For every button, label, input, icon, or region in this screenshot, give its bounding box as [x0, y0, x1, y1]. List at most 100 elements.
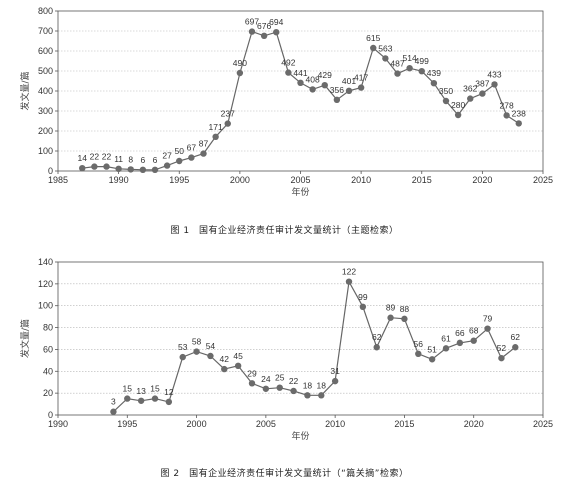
- chart-2-point: [193, 348, 200, 355]
- chart-1-data-label: 171: [209, 122, 223, 132]
- chart-2-point: [401, 315, 408, 323]
- chart-2-point: [290, 387, 297, 395]
- chart-1-point: [103, 163, 110, 170]
- chart-2-data-label: 29: [247, 368, 257, 378]
- chart-1-point: [273, 29, 280, 36]
- chart-1-xtick-label: 1985: [48, 175, 68, 185]
- chart-1-point: [394, 70, 401, 77]
- chart-1-caption: 图 1 国有企业经济责任审计发文量统计（主题检索）: [170, 226, 399, 236]
- chart-2-data-label: 88: [400, 304, 410, 314]
- chart-2-xtick-label: 2000: [187, 419, 207, 429]
- chart-2-point: [512, 344, 519, 351]
- chart-1-ytick-label: 400: [38, 86, 53, 96]
- chart-2-point: [373, 344, 380, 351]
- chart-2-point: [276, 384, 283, 391]
- chart-2-point: [442, 345, 450, 352]
- chart-1-point: [224, 120, 231, 127]
- chart-1-data-label: 350: [439, 86, 453, 96]
- chart-2-point: [456, 339, 464, 347]
- chart-2-xtick-label: 1995: [117, 419, 137, 429]
- chart-1-data-label: 356: [330, 85, 344, 95]
- chart-1-point: [321, 82, 328, 89]
- chart-2-data-label: 51: [427, 344, 437, 354]
- chart-2-point: [179, 353, 186, 361]
- chart-2-point: [165, 398, 173, 406]
- chart-2-data-label: 31: [330, 366, 340, 376]
- chart-2-series-line: [112, 279, 516, 413]
- chart-1-point: [91, 163, 98, 170]
- chart-2-point: [262, 385, 270, 392]
- chart-2-data-label: 3: [111, 397, 116, 407]
- chart-2-point: [415, 350, 422, 357]
- chart-2-ytick-label: 140: [38, 257, 53, 267]
- chart-1-point: [357, 84, 365, 91]
- chart-2-data-label: 62: [511, 332, 521, 342]
- chart-2-data-label: 54: [206, 341, 216, 351]
- chart-2-data-label: 56: [414, 339, 424, 349]
- chart-1-data-label: 87: [199, 139, 209, 149]
- chart-1-point: [176, 157, 183, 165]
- chart-1-ytick-label: 300: [38, 106, 53, 116]
- chart-1-point: [309, 86, 316, 93]
- chart-2-point: [318, 392, 325, 399]
- chart-2-point: [345, 278, 353, 285]
- chart-1-data-label: 514: [403, 53, 417, 63]
- chart-2-data-label: 122: [342, 267, 356, 277]
- chart-1-data-label: 697: [245, 17, 259, 27]
- chart-1-data-label: 11: [114, 154, 123, 164]
- chart-1-data-label: 6: [153, 155, 158, 165]
- chart-2-data-label: 61: [441, 333, 451, 343]
- chart-1-point: [370, 44, 377, 52]
- chart-1-data-label: 433: [487, 69, 501, 79]
- chart-2-point: [331, 377, 339, 385]
- chart-1-data-label: 280: [451, 100, 465, 110]
- chart-2-data-label: 52: [497, 343, 507, 353]
- chart-2-ytick-label: 100: [38, 301, 53, 311]
- chart-1-data-label: 6: [141, 155, 146, 165]
- chart-1-point: [115, 165, 122, 172]
- chart-1-point: [345, 87, 353, 95]
- chart-1-point: [479, 90, 486, 97]
- chart-2-data-label: 89: [386, 303, 396, 313]
- chart-2-data-label: 25: [275, 373, 285, 383]
- chart-2-point: [470, 337, 477, 344]
- chart-2-data-label: 12: [164, 387, 174, 397]
- chart-1-xtick-label: 2000: [230, 175, 250, 185]
- chart-1-point: [467, 95, 474, 102]
- chart-1-xtick-label: 1995: [169, 175, 189, 185]
- chart-1-xtick-label: 2020: [472, 175, 492, 185]
- chart-1-data-label: 67: [187, 143, 197, 153]
- chart-2-point: [248, 380, 256, 387]
- chart-2-ytick-label: 20: [43, 388, 53, 398]
- chart-2-data-label: 58: [192, 337, 202, 347]
- chart-1-data-label: 362: [463, 84, 477, 94]
- chart-2-data-label: 18: [317, 380, 327, 390]
- chart-1-point: [188, 154, 195, 161]
- chart-1-data-label: 8: [128, 154, 133, 164]
- chart-1-point: [236, 69, 244, 77]
- chart-1-point: [212, 133, 219, 140]
- chart-2-point: [359, 303, 367, 311]
- chart-1-xtick-label: 2010: [351, 175, 371, 185]
- chart-2-point: [207, 352, 214, 360]
- chart-2-ytick-label: 40: [43, 366, 53, 376]
- chart-1-ylabel: 发文量/篇: [19, 71, 31, 110]
- chart-1-data-label: 441: [293, 68, 307, 78]
- chart-2-ytick-label: 60: [43, 344, 53, 354]
- chart-2-data-label: 15: [123, 384, 133, 394]
- chart-2-data-label: 45: [233, 351, 243, 361]
- chart-1-ytick-label: 100: [38, 146, 53, 156]
- chart-2-ytick-label: 0: [48, 410, 53, 420]
- chart-1-point: [79, 165, 86, 172]
- chart-1-point: [442, 97, 450, 105]
- chart-2-xtick-label: 2025: [533, 419, 553, 429]
- chart-1-data-label: 14: [78, 153, 88, 163]
- chart-1-data-label: 417: [354, 73, 368, 83]
- chart-2-ylabel: 发文量/篇: [19, 319, 31, 358]
- chart-1-data-label: 490: [233, 58, 247, 68]
- chart-1-data-label: 27: [162, 151, 172, 161]
- chart-2-data-label: 53: [178, 342, 188, 352]
- chart-1-data-label: 429: [318, 70, 332, 80]
- chart-1-data-label: 408: [306, 74, 320, 84]
- chart-1-ytick-label: 800: [38, 6, 53, 16]
